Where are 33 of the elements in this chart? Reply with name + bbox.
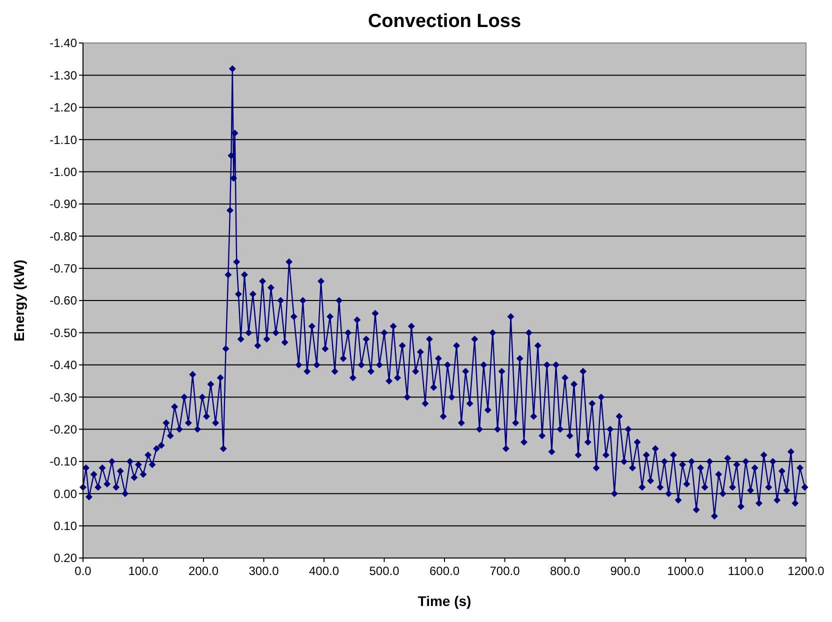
x-tick-label: 0.0 [74,564,92,578]
y-tick-label: -1.20 [50,100,78,115]
y-tick-label: -0.70 [50,262,78,276]
x-tick-label: 400.0 [308,564,340,578]
x-tick-label: 500.0 [369,564,400,578]
y-tick-label: -0.10 [50,454,78,469]
y-tick-label: 0.00 [54,486,78,501]
x-tick-label: 900.0 [610,564,641,578]
x-tick-label: 300.0 [248,564,280,578]
y-tick-label: -0.50 [50,326,78,340]
y-tick-label: -0.30 [50,390,78,404]
y-tick-label: -0.20 [50,422,78,436]
y-tick-label: 0.20 [54,551,78,566]
x-axis-title: Time (s) [418,593,472,609]
x-tick-label: 800.0 [550,564,580,578]
x-tick-label: 100.0 [128,564,159,578]
y-tick-label: -0.40 [50,358,78,372]
y-tick-label: -1.10 [50,132,78,147]
x-tick-label: 600.0 [429,564,460,578]
y-tick-label: -1.00 [50,164,78,179]
y-tick-label: -0.80 [50,229,78,244]
x-tick-label: 1200.0 [788,564,825,578]
chart-title: Convection Loss [368,11,522,32]
y-tick-label: -1.40 [50,36,78,50]
x-tick-label: 700.0 [490,564,520,578]
x-tick-label: 1000.0 [667,564,704,578]
y-tick-label: -0.90 [50,197,78,212]
y-tick-label: -0.60 [50,294,78,308]
y-axis-title: Energy (kW) [11,260,27,342]
y-tick-label: 0.10 [54,519,78,534]
x-tick-label: 1100.0 [728,564,764,578]
y-tick-label: -1.30 [50,68,78,82]
x-tick-label: 200.0 [188,564,219,578]
